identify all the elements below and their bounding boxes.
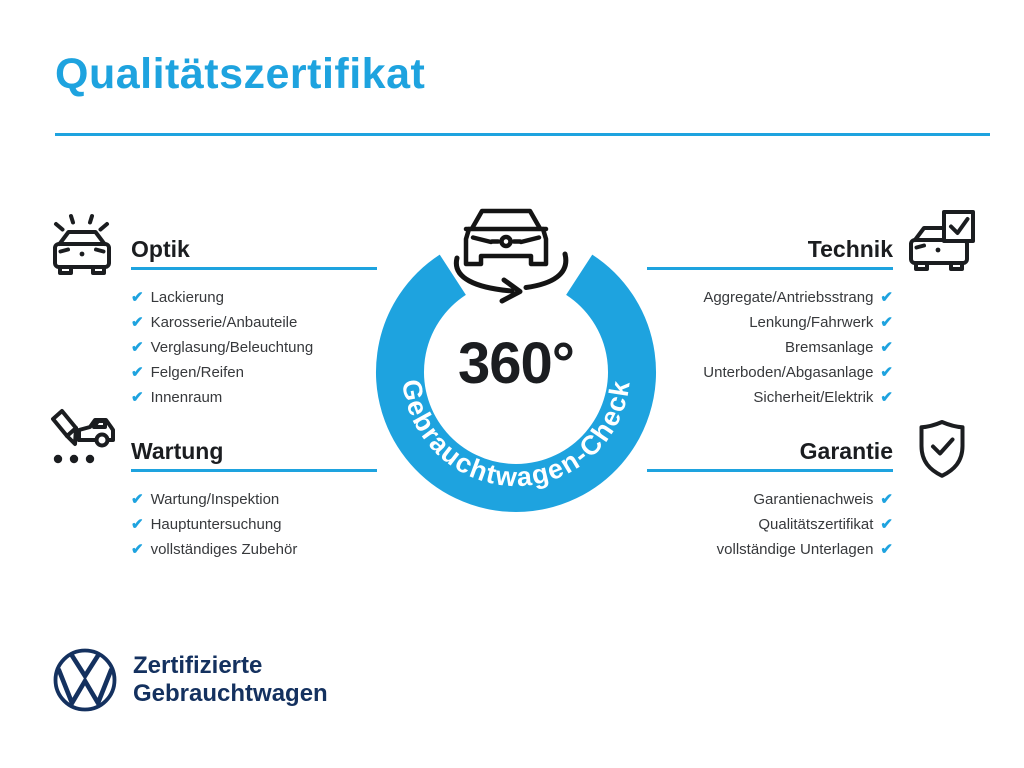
checklist-item: ✔ Felgen/Reifen [131, 364, 377, 381]
check-icon: ✔ [880, 289, 893, 306]
checklist-item-label: Garantienachweis [753, 491, 874, 508]
badge-ring [376, 254, 656, 512]
checklist-item: ✔ Innenraum [131, 389, 377, 406]
checklist-item-label: Sicherheit/Elektrik [753, 389, 874, 406]
check-icon: ✔ [880, 516, 893, 533]
check-icon: ✔ [131, 389, 144, 406]
check-icon: ✔ [131, 364, 144, 381]
car-checkbox-icon [909, 210, 975, 271]
page-title: Qualitätszertifikat [55, 50, 426, 98]
check-icon: ✔ [880, 389, 893, 406]
checklist-item-label: Innenraum [150, 389, 223, 406]
check-icon: ✔ [880, 314, 893, 331]
checklist-item-label: Wartung/Inspektion [150, 491, 280, 508]
checklist-item: ✔ vollständiges Zubehör [131, 541, 377, 558]
section-heading: Technik [807, 236, 893, 262]
checklist-item-label: Felgen/Reifen [150, 364, 244, 381]
section-heading: Optik [131, 236, 190, 262]
checklist: Aggregate/Antriebsstrang ✔ Lenkung/Fahrwe… [647, 289, 893, 406]
checklist-item: ✔ Verglasung/Beleuchtung [131, 339, 377, 356]
checklist-item: ✔ Hauptuntersuchung [131, 516, 377, 533]
checklist-item: ✔ Lackierung [131, 289, 377, 306]
checklist: ✔ Lackierung ✔ Karosserie/Anbauteile ✔ Verg… [131, 289, 377, 406]
checklist-item: ✔ Wartung/Inspektion [131, 491, 377, 508]
checklist-item-label: Verglasung/Beleuchtung [150, 339, 314, 356]
pencil-checklist-car-icon [51, 409, 115, 464]
section-wartung: Wartung ✔ Wartung/Inspektion ✔ Hauptunters… [131, 438, 377, 566]
check-icon: ✔ [880, 364, 893, 381]
section-heading: Wartung [131, 438, 224, 464]
shield-check-icon [919, 420, 965, 478]
checklist-item-label: Lenkung/Fahrwerk [749, 314, 874, 331]
checklist-item: ✔ Karosserie/Anbauteile [131, 314, 377, 331]
section-optik: Optik ✔ Lackierung ✔ Karosserie/Anbauteile… [131, 236, 377, 414]
check-icon: ✔ [131, 314, 144, 331]
checklist-item-label: vollständige Unterlagen [716, 541, 874, 558]
checklist-item: Aggregate/Antriebsstrang ✔ [647, 289, 893, 306]
check-icon: ✔ [131, 339, 144, 356]
checklist-item-label: Lackierung [150, 289, 224, 306]
checklist-item-label: Hauptuntersuchung [150, 516, 282, 533]
check-icon: ✔ [880, 339, 893, 356]
checklist-item: vollständige Unterlagen ✔ [647, 541, 893, 558]
checklist-item-label: Aggregate/Antriebsstrang [703, 289, 874, 306]
checklist: Garantienachweis ✔ Qualitätszertifikat ✔ v… [647, 491, 893, 558]
checklist-item: Lenkung/Fahrwerk ✔ [647, 314, 893, 331]
footer-claim-line1: Zertifizierte [133, 652, 263, 679]
footer-claim: Zertifizierte Gebrauchtwagen [133, 652, 328, 708]
section-divider [647, 469, 893, 472]
section-divider [131, 267, 377, 270]
check-icon: ✔ [131, 516, 144, 533]
check-icon: ✔ [880, 541, 893, 558]
footer-claim-line2: Gebrauchtwagen [133, 680, 328, 707]
section-divider [647, 267, 893, 270]
vw-logo-icon [53, 648, 117, 712]
section-garantie: Garantie Garantienachweis ✔ Qualitätszert… [647, 438, 893, 566]
checklist-item: Sicherheit/Elektrik ✔ [647, 389, 893, 406]
checklist-item: Garantienachweis ✔ [647, 491, 893, 508]
check-icon: ✔ [131, 289, 144, 306]
360-check-badge: 360° Gebrauchtwagen-Check [376, 208, 656, 512]
check-icon: ✔ [880, 491, 893, 508]
checklist: ✔ Wartung/Inspektion ✔ Hauptuntersuchung ✔… [131, 491, 377, 558]
check-icon: ✔ [131, 491, 144, 508]
checklist-item: Qualitätszertifikat ✔ [647, 516, 893, 533]
checklist-item: Bremsanlage ✔ [647, 339, 893, 356]
checklist-item-label: Qualitätszertifikat [758, 516, 874, 533]
section-technik: Technik Aggregate/Antriebsstrang ✔ Lenkun… [647, 236, 893, 414]
badge-360-value: 360° [458, 331, 574, 396]
title-divider [55, 133, 990, 136]
checklist-item-label: Karosserie/Anbauteile [150, 314, 298, 331]
rotating-car-icon [453, 208, 569, 304]
checklist-item-label: Bremsanlage [785, 339, 874, 356]
checklist-item-label: vollständiges Zubehör [150, 541, 298, 558]
checklist-item: Unterboden/Abgasanlage ✔ [647, 364, 893, 381]
section-divider [131, 469, 377, 472]
sparkling-car-icon [53, 214, 111, 275]
section-heading: Garantie [799, 438, 893, 464]
check-icon: ✔ [131, 541, 144, 558]
checklist-item-label: Unterboden/Abgasanlage [703, 364, 874, 381]
